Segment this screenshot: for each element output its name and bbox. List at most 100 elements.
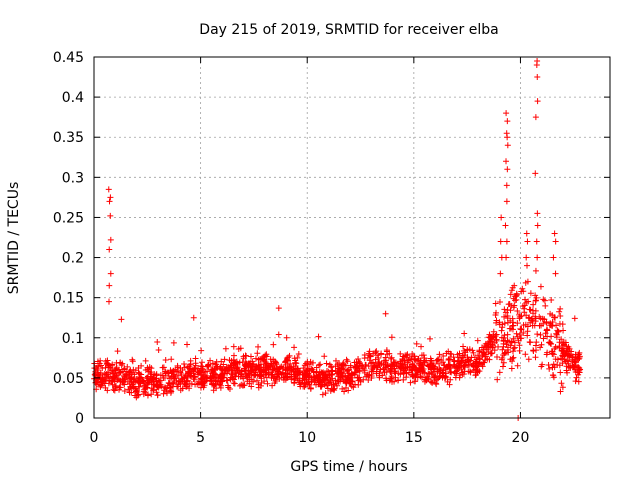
data-point — [178, 371, 185, 378]
data-point — [524, 278, 531, 285]
data-point — [153, 372, 160, 379]
data-point — [507, 291, 514, 298]
data-point — [414, 374, 421, 381]
data-point — [105, 186, 112, 193]
data-point — [276, 375, 283, 382]
data-point — [118, 316, 125, 323]
data-point — [397, 371, 404, 378]
data-point — [472, 371, 479, 378]
data-point — [148, 391, 155, 398]
data-point — [410, 353, 417, 360]
data-point — [503, 182, 510, 189]
data-point — [111, 378, 118, 385]
data-point — [107, 236, 114, 243]
data-point — [339, 385, 346, 392]
data-point — [364, 371, 371, 378]
data-point — [284, 373, 291, 380]
data-point — [221, 370, 228, 377]
data-point — [228, 364, 235, 371]
data-point — [456, 350, 463, 357]
data-point — [574, 369, 581, 376]
data-point — [400, 376, 407, 383]
data-point — [530, 347, 537, 354]
data-point — [508, 338, 515, 345]
data-point — [558, 380, 565, 387]
data-point — [211, 382, 218, 389]
data-point — [496, 298, 503, 305]
data-point — [501, 306, 508, 313]
data-point — [293, 360, 300, 367]
data-point — [530, 301, 537, 308]
data-point — [375, 354, 382, 361]
data-point — [511, 282, 518, 289]
data-point — [311, 379, 318, 386]
data-point — [97, 369, 104, 376]
data-point — [541, 297, 548, 304]
data-point — [192, 355, 199, 362]
data-point — [548, 348, 555, 355]
data-point — [576, 355, 583, 362]
data-point — [469, 347, 476, 354]
data-point — [486, 338, 493, 345]
data-point — [522, 351, 529, 358]
data-point — [553, 334, 560, 341]
data-point — [174, 362, 181, 369]
data-point — [345, 387, 352, 394]
data-point — [527, 290, 534, 297]
data-point — [416, 361, 423, 368]
data-point — [121, 388, 128, 395]
data-point — [498, 356, 505, 363]
data-point — [126, 389, 133, 396]
data-point — [447, 376, 454, 383]
data-point — [523, 230, 530, 237]
data-point — [274, 371, 281, 378]
data-point — [207, 357, 214, 364]
data-point — [488, 350, 495, 357]
data-point — [504, 118, 511, 125]
data-point — [162, 357, 169, 364]
data-point — [460, 370, 467, 377]
data-point — [500, 340, 507, 347]
data-point — [225, 384, 232, 391]
data-point — [388, 354, 395, 361]
data-point — [525, 356, 532, 363]
data-point — [317, 383, 324, 390]
data-point — [102, 378, 109, 385]
data-point — [133, 388, 140, 395]
data-point — [497, 270, 504, 277]
data-point — [426, 335, 433, 342]
data-point — [415, 356, 422, 363]
data-point — [383, 377, 390, 384]
data-point — [504, 134, 511, 141]
data-point — [160, 364, 167, 371]
data-point — [106, 198, 113, 205]
data-point — [305, 361, 312, 368]
data-point — [204, 374, 211, 381]
data-point — [177, 379, 184, 386]
data-point — [409, 361, 416, 368]
data-point — [294, 368, 301, 375]
data-point — [112, 383, 119, 390]
data-point — [154, 392, 161, 399]
data-point — [247, 353, 254, 360]
data-point — [524, 323, 531, 330]
data-point — [292, 365, 299, 372]
data-point — [110, 373, 117, 380]
data-point — [429, 371, 436, 378]
data-point — [346, 376, 353, 383]
data-point — [216, 365, 223, 372]
data-point — [514, 308, 521, 315]
data-point — [418, 343, 425, 350]
data-point — [263, 360, 270, 367]
data-point — [240, 382, 247, 389]
data-point — [436, 351, 443, 358]
plot-frame — [93, 56, 611, 419]
data-point — [327, 378, 334, 385]
data-point — [308, 376, 315, 383]
data-point — [504, 315, 511, 322]
data-point — [564, 369, 571, 376]
data-point — [554, 327, 561, 334]
data-point — [233, 358, 240, 365]
data-point — [255, 343, 262, 350]
data-point — [161, 387, 168, 394]
